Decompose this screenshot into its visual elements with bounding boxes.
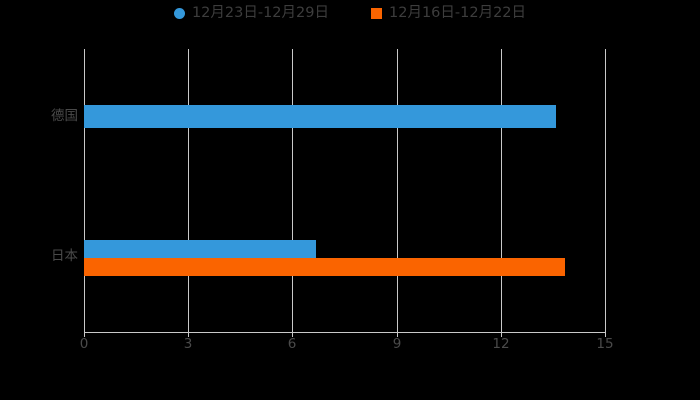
gridline-3 xyxy=(188,49,189,332)
gridline-15 xyxy=(605,49,606,332)
legend-item-series-1[interactable]: 12月23日-12月29日 xyxy=(173,5,329,21)
x-tick-label-6: 6 xyxy=(287,336,297,352)
x-tick-mark-15 xyxy=(605,332,606,337)
x-tick-label-9: 9 xyxy=(392,336,402,352)
y-tick-label-japan: 日本 xyxy=(51,248,78,264)
legend-label-series-2: 12月16日-12月22日 xyxy=(389,5,527,21)
y-tick-label-germany: 德国 xyxy=(51,108,78,124)
legend-square-marker-icon xyxy=(371,7,382,19)
x-tick-label-0: 0 xyxy=(79,336,89,352)
x-tick-label-12: 12 xyxy=(492,336,510,352)
gridline-6 xyxy=(292,49,293,332)
legend-circle-marker-icon xyxy=(173,7,185,19)
x-tick-label-3: 3 xyxy=(183,336,193,352)
x-tick-mark-3 xyxy=(188,332,189,337)
legend-label-series-1: 12月23日-12月29日 xyxy=(191,5,329,21)
x-tick-mark-9 xyxy=(397,332,398,337)
bar-japan-series-2[interactable] xyxy=(84,258,565,276)
chart-legend: 12月23日-12月29日 12月16日-12月22日 xyxy=(0,6,700,21)
x-tick-mark-12 xyxy=(501,332,502,337)
bar-germany-series-1[interactable] xyxy=(84,105,556,128)
x-tick-mark-6 xyxy=(292,332,293,337)
gridline-12 xyxy=(501,49,502,332)
x-tick-label-15: 15 xyxy=(596,336,614,352)
bar-japan-series-1[interactable] xyxy=(84,240,316,258)
legend-item-series-2[interactable]: 12月16日-12月22日 xyxy=(371,6,526,21)
gridline-9 xyxy=(397,49,398,332)
x-tick-mark-0 xyxy=(84,332,85,337)
gridline-0 xyxy=(84,49,85,332)
x-axis-line xyxy=(84,332,606,333)
plot-area xyxy=(84,49,606,332)
